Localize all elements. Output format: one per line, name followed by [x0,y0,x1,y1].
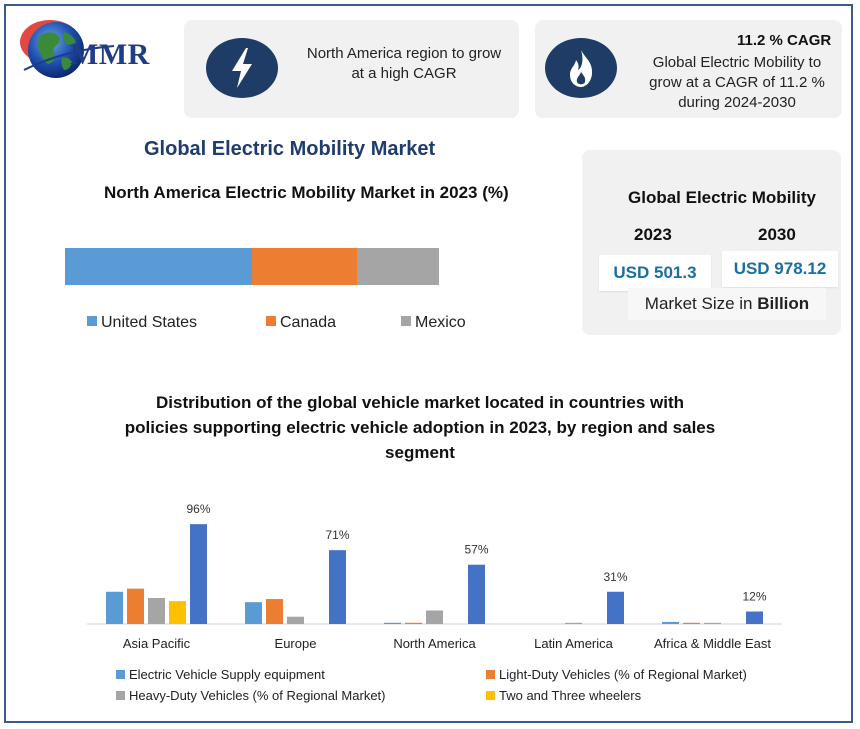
bar-0-3 [169,601,186,624]
bar-3-2 [565,622,582,624]
bar-0-2 [148,598,165,624]
lightning-icon-circle [206,38,278,98]
bar-2-1 [405,622,422,624]
bar-4-0 [662,621,679,624]
legend-swatch [116,670,125,679]
cagr-line1: Global Electric Mobility to [652,54,822,71]
bar-4-4 [746,611,763,624]
legend-swatch [266,316,276,326]
market-year-2030: 2030 [758,225,796,244]
legend-item-mexico: Mexico [401,314,466,332]
na-growth-line2: at a high CAGR [351,65,457,82]
bar-3-4 [607,591,624,624]
category-label-1: Europe [275,636,317,651]
mmr-logo: MMR [14,14,179,84]
data-label-3: 31% [603,570,627,584]
page-title: Global Electric Mobility Market [144,138,436,160]
legend-swatch [486,670,495,679]
legend-swatch [87,316,97,326]
cagr-line3: during 2024-2030 [678,94,796,111]
market-value-2023: USD 501.3 [599,255,711,291]
legend-label: Heavy-Duty Vehicles (% of Regional Marke… [129,688,386,703]
na-growth-text: North America region to grow at a high C… [292,44,516,84]
market-year-2023: 2023 [634,225,672,244]
legend-item-evse: Electric Vehicle Supply equipment [116,667,325,682]
data-label-0: 96% [186,502,210,516]
stack-segment-united-states [65,248,252,285]
market-value-2030: USD 978.12 [722,251,838,287]
data-label-2: 57% [464,543,488,557]
chart-title-line1: Distribution of the global vehicle marke… [155,393,685,412]
market-size-caption: Market Size in Billion [628,288,826,320]
legend-item-two-three-wheelers: Two and Three wheelers [486,688,641,703]
cagr-card: 11.2 % CAGR Global Electric Mobility to … [535,20,842,118]
bar-0-0 [106,591,123,624]
bar-1-0 [245,602,262,624]
bar-4-2 [704,622,721,624]
bar-2-0 [384,622,401,624]
na-growth-card: North America region to grow at a high C… [184,20,519,118]
na-growth-line1: North America region to grow [306,45,502,62]
legend-label: Light-Duty Vehicles (% of Regional Marke… [499,667,747,682]
data-label-4: 12% [742,590,766,604]
legend-label: United States [101,314,198,331]
bar-0-4 [190,524,207,624]
legend-swatch [116,691,125,700]
market-size-caption-prefix: Market Size in [644,294,753,313]
bar-2-4 [468,564,485,624]
cagr-line2: grow at a CAGR of 11.2 % [649,74,825,91]
bar-1-4 [329,550,346,624]
flame-icon-circle [545,38,617,98]
chart-title-line3: segment [385,443,455,462]
lightning-icon [232,48,252,88]
na-share-title: North America Electric Mobility Market i… [104,183,509,202]
legend-label: Mexico [415,314,466,331]
bar-0-1 [127,588,144,624]
na-share-stacked-bar [65,248,439,285]
legend-item-canada: Canada [266,314,336,332]
legend-item-united-states: United States [87,314,197,332]
market-size-title: Global Electric Mobility [628,188,816,207]
brand-name: MMR [70,38,150,71]
category-label-2: North America [393,636,476,651]
legend-swatch [486,691,495,700]
bar-4-1 [683,622,700,624]
category-label-3: Latin America [534,636,614,651]
market-size-caption-unit: Billion [757,294,810,313]
bar-2-2 [426,610,443,624]
legend-label: Two and Three wheelers [499,688,642,703]
legend-item-light-duty: Light-Duty Vehicles (% of Regional Marke… [486,667,747,682]
legend-label: Canada [280,314,337,331]
legend-item-heavy-duty: Heavy-Duty Vehicles (% of Regional Marke… [116,688,386,703]
chart-title-line2: policies supporting electric vehicle ado… [124,418,716,437]
flame-icon [570,50,593,87]
data-label-1: 71% [325,528,349,542]
bar-1-2 [287,616,304,624]
legend-swatch [401,316,411,326]
stack-segment-canada [252,248,357,285]
globe-icon [20,20,115,78]
market-size-card: Global Electric Mobility 2023 2030 USD 5… [582,150,841,335]
category-label-4: Africa & Middle East [654,636,771,651]
stack-segment-mexico [356,248,439,285]
category-label-0: Asia Pacific [123,636,191,651]
page-frame [4,4,853,723]
cagr-text: Global Electric Mobility to grow at a CA… [637,53,837,113]
legend-label: Electric Vehicle Supply equipment [129,667,325,682]
bar-1-1 [266,599,283,624]
chart-title: Distribution of the global vehicle marke… [100,390,740,465]
cagr-title: 11.2 % CAGR [737,32,832,49]
